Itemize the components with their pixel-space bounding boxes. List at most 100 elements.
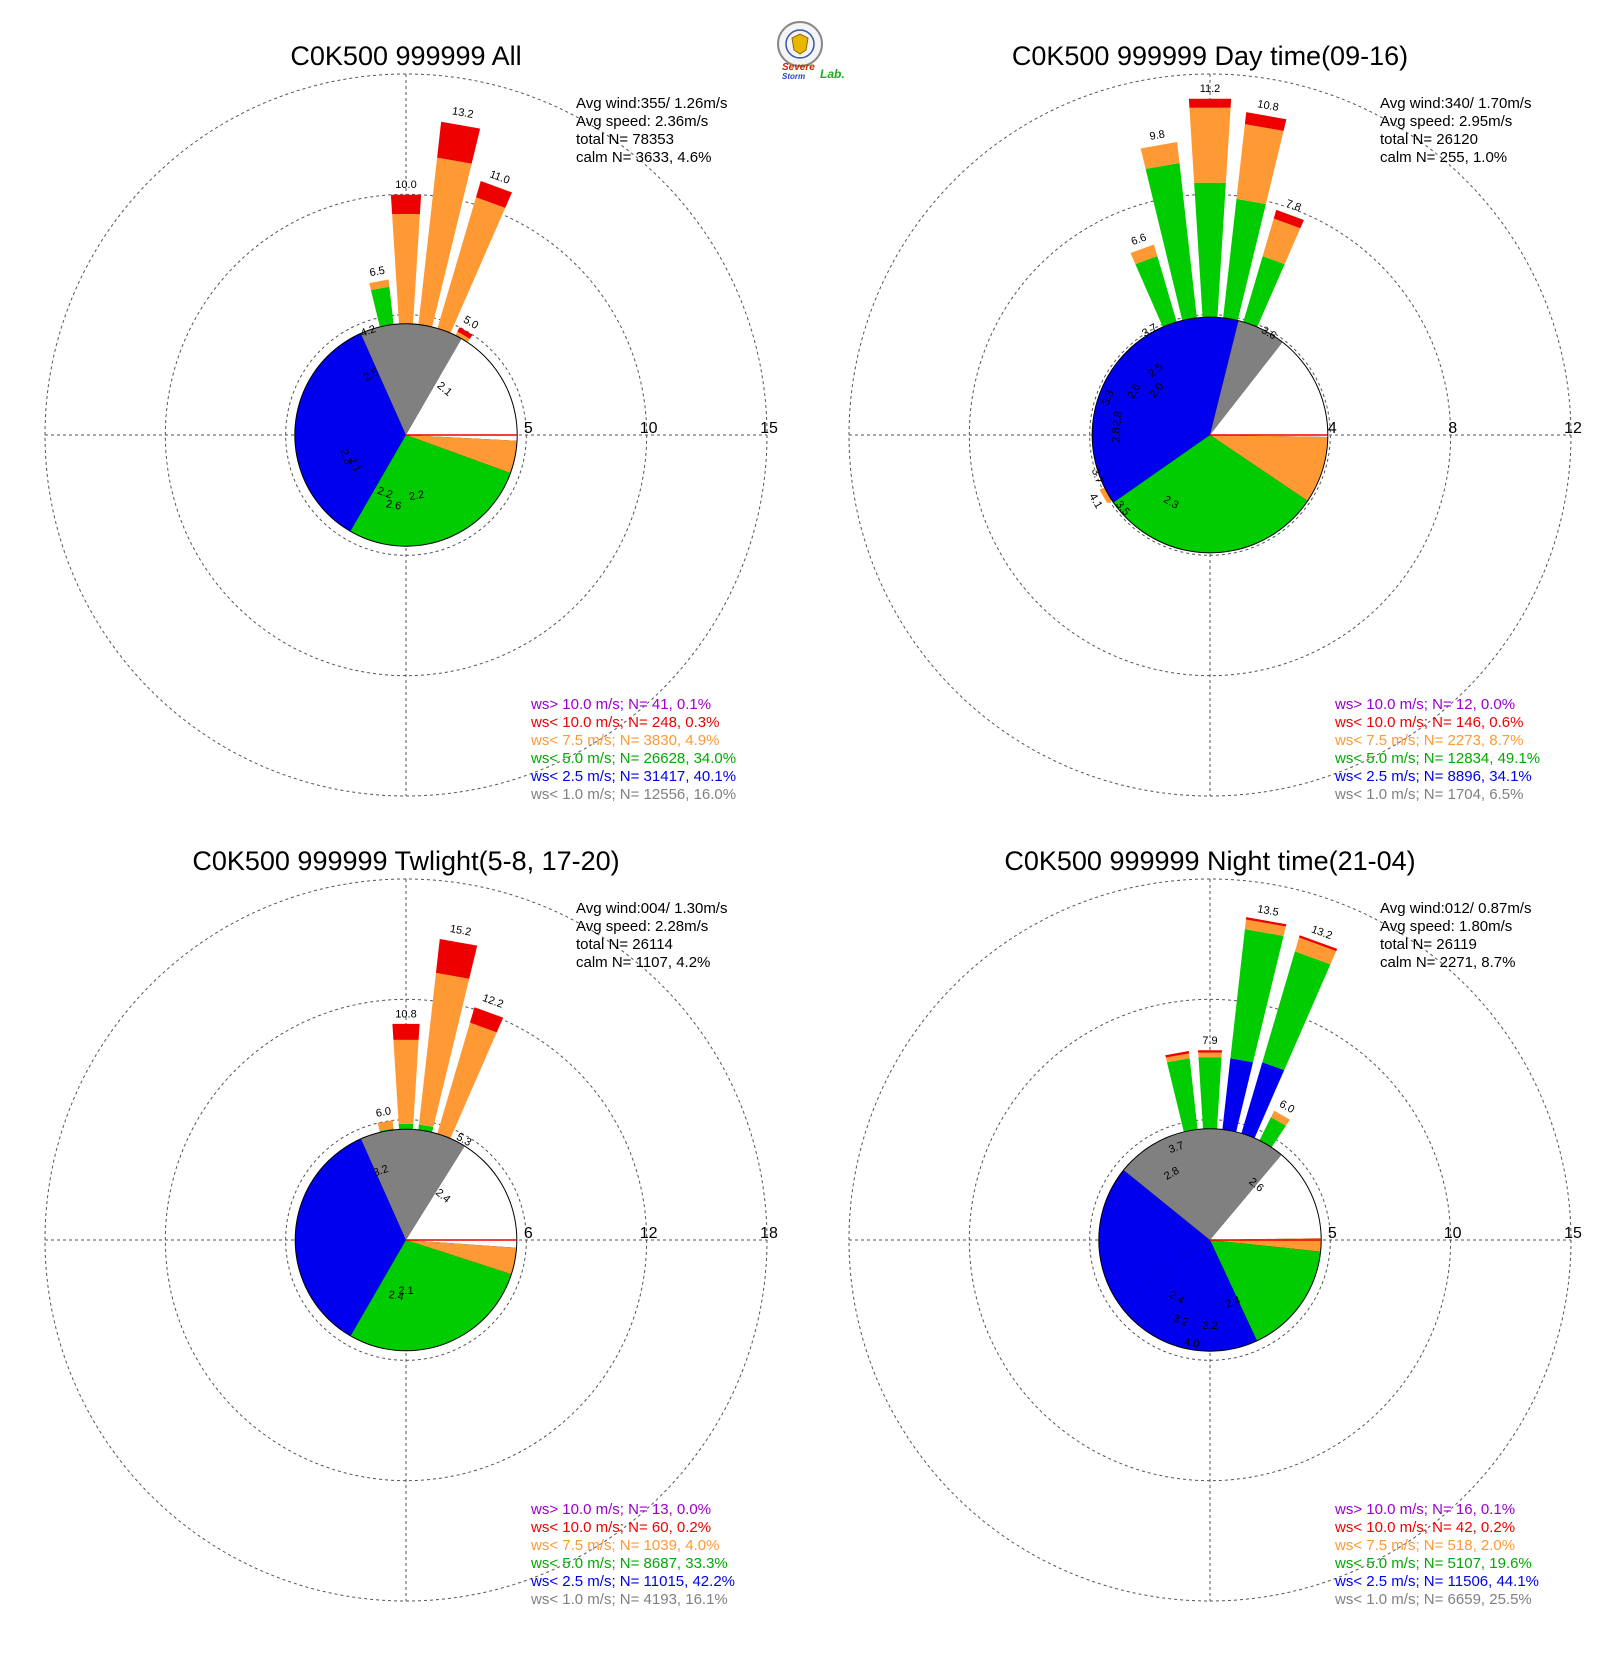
windrose-panel-twilight: C0K500 999999 Twlight(5-8, 17-20) 6 12 18 … xyxy=(44,846,778,1608)
logo-lab: Lab. xyxy=(820,67,845,81)
panel-title: C0K500 999999 Night time(21-04) xyxy=(1004,846,1415,876)
legend-entry: ws> 10.0 m/s; N= 12, 0.0% xyxy=(1334,696,1515,713)
bar-value-label: 12.2 xyxy=(481,992,505,1011)
legend-entry: ws< 7.5 m/s; N= 1039, 4.0% xyxy=(530,1537,719,1554)
bar-seg-lt7p5 xyxy=(1198,1052,1222,1058)
pie-slice xyxy=(1210,1240,1321,1341)
calm-pie xyxy=(1098,1128,1322,1352)
pie-slice xyxy=(1210,342,1328,438)
legend-entry: ws< 10.0 m/s; N= 146, 0.6% xyxy=(1334,714,1523,731)
stat-avg-speed: Avg speed: 2.36m/s xyxy=(576,113,708,130)
bar-seg-lt10 xyxy=(475,181,512,208)
bar-value-label: 2.8 xyxy=(1111,410,1125,427)
legend-entry: ws< 1.0 m/s; N= 1704, 6.5% xyxy=(1334,786,1523,803)
pie-slice xyxy=(406,435,517,473)
stats-block: Avg wind:355/ 1.26m/s Avg speed: 2.36m/s… xyxy=(576,95,727,166)
calm-pie xyxy=(294,1128,518,1352)
bar-seg-lt10 xyxy=(435,939,478,979)
pie-slice xyxy=(1119,1240,1257,1351)
calm-pie xyxy=(1091,316,1329,554)
bar-value-label: 11.2 xyxy=(1200,83,1221,95)
bar-value-label: 11.0 xyxy=(488,169,511,187)
stat-avg-wind: Avg wind:355/ 1.26m/s xyxy=(576,95,727,112)
panel-title: C0K500 999999 Day time(09-16) xyxy=(1012,41,1408,71)
legend-entry: ws< 7.5 m/s; N= 3830, 4.9% xyxy=(530,732,719,749)
legend: ws> 10.0 m/s; N= 12, 0.0% ws< 10.0 m/s; … xyxy=(1334,696,1540,803)
ring-label: 6 xyxy=(524,1225,533,1242)
pie-slice xyxy=(360,324,462,435)
ring-label: 12 xyxy=(640,1225,658,1242)
bar-seg-lt7p5 xyxy=(377,1120,394,1131)
ring-label: 5 xyxy=(524,420,533,437)
windrose-panel-daytime: C0K500 999999 Day time(09-16) 4 8 12 11.2 1… xyxy=(848,41,1582,803)
bar-seg-lt10 xyxy=(1198,1050,1222,1053)
bar-seg-lt7p5 xyxy=(392,214,420,325)
bar-seg-lt7p5 xyxy=(1130,244,1158,265)
stat-total-n: total N= 26114 xyxy=(576,936,673,953)
bar-seg-lt5 xyxy=(1166,1058,1200,1147)
bar-value-label: 2.8 xyxy=(1111,427,1123,442)
ring-label: 8 xyxy=(1448,420,1457,437)
stat-total-n: total N= 26120 xyxy=(1380,131,1478,148)
stat-calm-n: calm N= 1107, 4.2% xyxy=(576,954,710,971)
bar-value-label: 3.2 xyxy=(372,1163,390,1180)
bar-value-label: 3.7 xyxy=(1167,1140,1185,1157)
stat-avg-wind: Avg wind:004/ 1.30m/s xyxy=(576,900,727,917)
pie-slice xyxy=(406,1146,517,1248)
lab-seal-inner xyxy=(785,29,815,59)
bar-value-label: 2.4 xyxy=(1224,1294,1242,1311)
bar-value-label: 4.2 xyxy=(359,323,377,340)
pie-slice xyxy=(350,1240,511,1351)
pie-slice xyxy=(1210,1155,1321,1240)
pie-slice xyxy=(361,1129,465,1240)
bar-seg-lt7p5 xyxy=(1165,1053,1190,1063)
pie-slice xyxy=(1099,1170,1210,1304)
pie-slice xyxy=(1210,321,1283,435)
ring-label: 18 xyxy=(760,1225,778,1242)
bar-value-label: 6.0 xyxy=(375,1105,392,1119)
bar-value-label: 4.1 xyxy=(1086,492,1104,511)
bar-seg-lt10 xyxy=(390,194,422,215)
legend: ws> 10.0 m/s; N= 16, 0.1% ws< 10.0 m/s; … xyxy=(1334,1501,1539,1608)
bar-seg-lt7p5 xyxy=(369,279,390,290)
legend-entry: ws> 10.0 m/s; N= 41, 0.1% xyxy=(530,696,711,713)
bar-seg-lt10 xyxy=(1165,1051,1190,1058)
ring-label: 10 xyxy=(640,420,658,437)
bar-seg-lt5 xyxy=(1242,256,1285,331)
legend-entry: ws< 1.0 m/s; N= 12556, 16.0% xyxy=(530,786,736,803)
legend: ws> 10.0 m/s; N= 41, 0.1% ws< 10.0 m/s; … xyxy=(530,696,736,803)
stat-avg-speed: Avg speed: 2.95m/s xyxy=(1380,113,1512,130)
bar-seg-lt10 xyxy=(1188,98,1232,108)
bar-seg-lt5 xyxy=(1262,951,1331,1071)
logo-severe: Severe xyxy=(782,62,815,73)
pie-slice xyxy=(1210,435,1328,501)
bar-labels: 7.913.513.26.02.62.43.24.03.22.42.83.7 xyxy=(1162,903,1334,1351)
stats-block: Avg wind:012/ 0.87m/s Avg speed: 1.80m/s… xyxy=(1380,900,1531,971)
stat-total-n: total N= 26119 xyxy=(1380,936,1477,953)
lab-logo: Severe Storm Lab. xyxy=(777,21,845,81)
bar-value-label: 4.0 xyxy=(1183,1336,1200,1350)
legend: ws> 10.0 m/s; N= 13, 0.0% ws< 10.0 m/s; … xyxy=(530,1501,735,1608)
legend-entry: ws< 5.0 m/s; N= 8687, 33.3% xyxy=(530,1555,728,1572)
stat-total-n: total N= 78353 xyxy=(576,131,674,148)
stat-avg-speed: Avg speed: 2.28m/s xyxy=(576,918,708,935)
bar-seg-lt7p5 xyxy=(393,1039,419,1124)
bar-seg-lt10 xyxy=(457,327,473,339)
pie-slice xyxy=(295,1139,406,1336)
bar-seg-lt10 xyxy=(469,1007,504,1033)
bar-value-label: 5.0 xyxy=(461,314,480,332)
bar-seg-lt10 xyxy=(1299,935,1338,952)
bar-seg-lt5 xyxy=(1145,162,1198,330)
bar-seg-lt5 xyxy=(1198,1057,1222,1144)
bar-value-label: 15.2 xyxy=(449,923,472,939)
pie-slice xyxy=(1123,1129,1282,1240)
bar-value-label: 6.5 xyxy=(369,265,386,279)
bar-value-label: 6.6 xyxy=(1130,232,1148,249)
bar-value-label: 2.3 xyxy=(337,448,354,466)
bar-seg-lt7p5 xyxy=(1270,1110,1290,1126)
bar-seg-lt10 xyxy=(1245,917,1287,927)
pie-slice xyxy=(1092,317,1239,503)
legend-entry: ws< 7.5 m/s; N= 518, 2.0% xyxy=(1334,1537,1515,1554)
stat-calm-n: calm N= 255, 1.0% xyxy=(1380,149,1507,166)
pie-slice xyxy=(295,333,406,531)
